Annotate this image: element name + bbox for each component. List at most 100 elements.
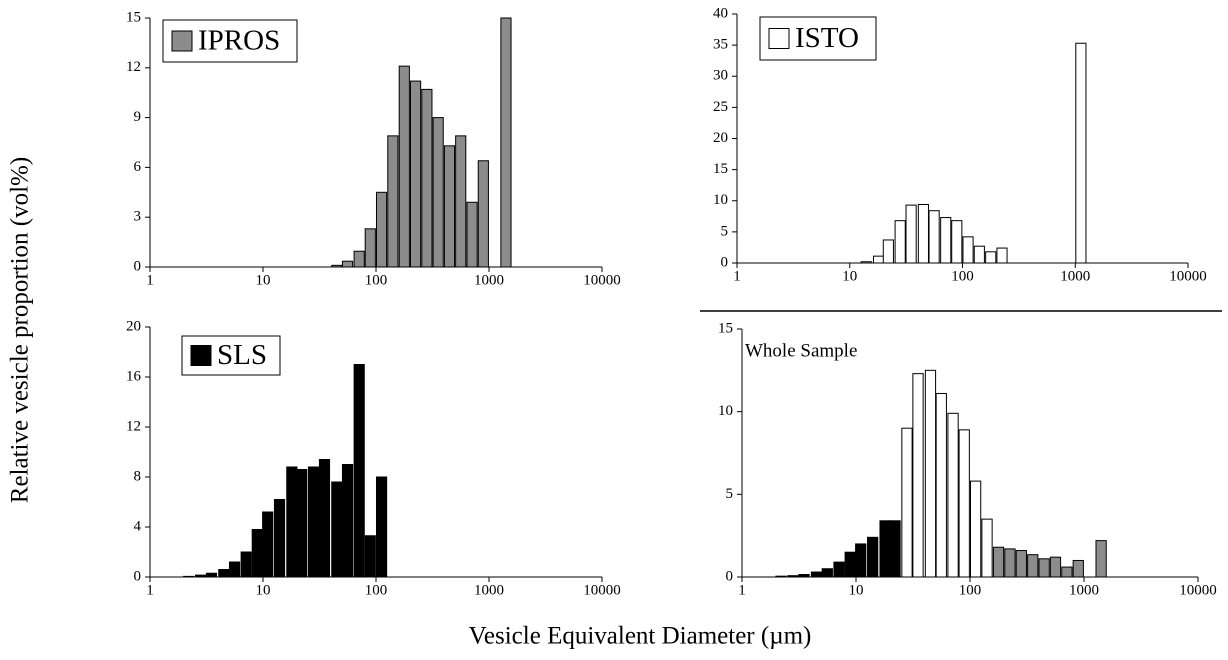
bar [1072,559,1084,578]
x-tick-label: 10 [849,582,864,598]
bar [318,459,331,578]
y-tick-label: 6 [134,159,142,175]
x-tick-label: 1 [146,582,154,598]
legend-label: SLS [217,339,267,371]
bar [353,250,365,268]
y-tick-label: 15 [718,320,733,336]
legend-swatch [171,30,193,52]
y-tick-label: 40 [713,5,728,21]
y-tick-label: 4 [134,518,142,534]
y-tick-label: 30 [713,68,728,84]
bar [855,543,867,578]
legend-swatch [190,345,212,366]
bar [500,17,512,268]
y-tick-label: 9 [134,109,142,125]
x-tick-label: 1000 [474,272,504,288]
bar [833,561,845,578]
y-tick-label: 3 [134,209,142,225]
x-tick-label: 10000 [583,272,621,288]
bar [901,427,913,578]
bar [375,191,388,268]
bar [286,466,298,578]
bar [958,429,970,578]
bar [1095,540,1107,578]
panel-title: Whole Sample [745,340,857,361]
x-tick-label: 10000 [583,582,621,598]
y-tick-label: 15 [713,161,728,177]
bar [860,261,872,264]
bar [1061,566,1073,578]
bar [973,245,985,264]
y-tick-label: 20 [713,130,728,146]
x-tick-label: 1000 [1069,582,1099,598]
bar [951,220,963,264]
bar [872,255,885,264]
bar [455,135,467,268]
bar [409,80,422,268]
bar [981,518,993,578]
bar [443,145,456,268]
bar [331,264,343,268]
bar [1038,558,1050,578]
x-tick-label: 1000 [1060,268,1090,284]
bar [787,575,799,578]
x-tick-label: 100 [365,582,388,598]
bar [962,236,974,264]
y-tick-label: 10 [718,403,733,419]
bar [947,412,959,578]
bar [940,217,952,264]
y-tick-label: 20 [126,318,141,334]
bar [307,466,320,578]
y-tick-label: 12 [126,59,141,75]
bar [879,520,891,578]
legend-label: IPROS [198,25,280,57]
bar [194,574,207,578]
bar [331,481,343,578]
x-tick-label: 10 [842,268,857,284]
x-tick-label: 100 [951,268,974,284]
y-tick-label: 35 [713,37,728,53]
x-tick-label: 10000 [1179,582,1217,598]
bar [273,499,286,578]
bar [1049,556,1062,578]
bar [996,247,1008,264]
bar [1075,42,1087,264]
x-tick-label: 1000 [474,582,504,598]
bar [894,220,906,264]
bar [341,260,354,268]
bar [364,535,376,578]
x-tick-label: 100 [365,272,388,288]
x-tick-label: 1 [738,582,746,598]
bar [917,203,929,264]
bar [969,480,982,578]
x-tick-label: 10 [256,582,271,598]
bar [341,464,354,578]
bar [466,201,478,268]
bar [262,511,274,578]
y-tick-label: 0 [134,258,142,274]
bar [432,117,444,268]
x-tick-label: 1 [733,268,741,284]
bar [844,551,856,578]
bar [867,536,879,578]
y-tick-label: 8 [134,468,142,484]
y-tick-label: 25 [713,99,728,115]
y-tick-label: 0 [726,568,734,584]
x-axis-label: Vesicle Equivalent Diameter (µm) [469,623,812,650]
bar [882,239,894,264]
bar [183,575,195,578]
bar [798,574,810,578]
bar [218,569,230,578]
bar [905,204,917,264]
bar [296,469,308,578]
bar [353,364,365,578]
y-axis-label: Relative vesicle proportion (vol%) [7,157,34,503]
bar [985,251,997,264]
bar [775,575,787,578]
y-tick-label: 12 [126,418,141,434]
bar [251,529,263,578]
bar [387,135,399,268]
legend-swatch [768,28,790,49]
bar [1004,548,1016,578]
